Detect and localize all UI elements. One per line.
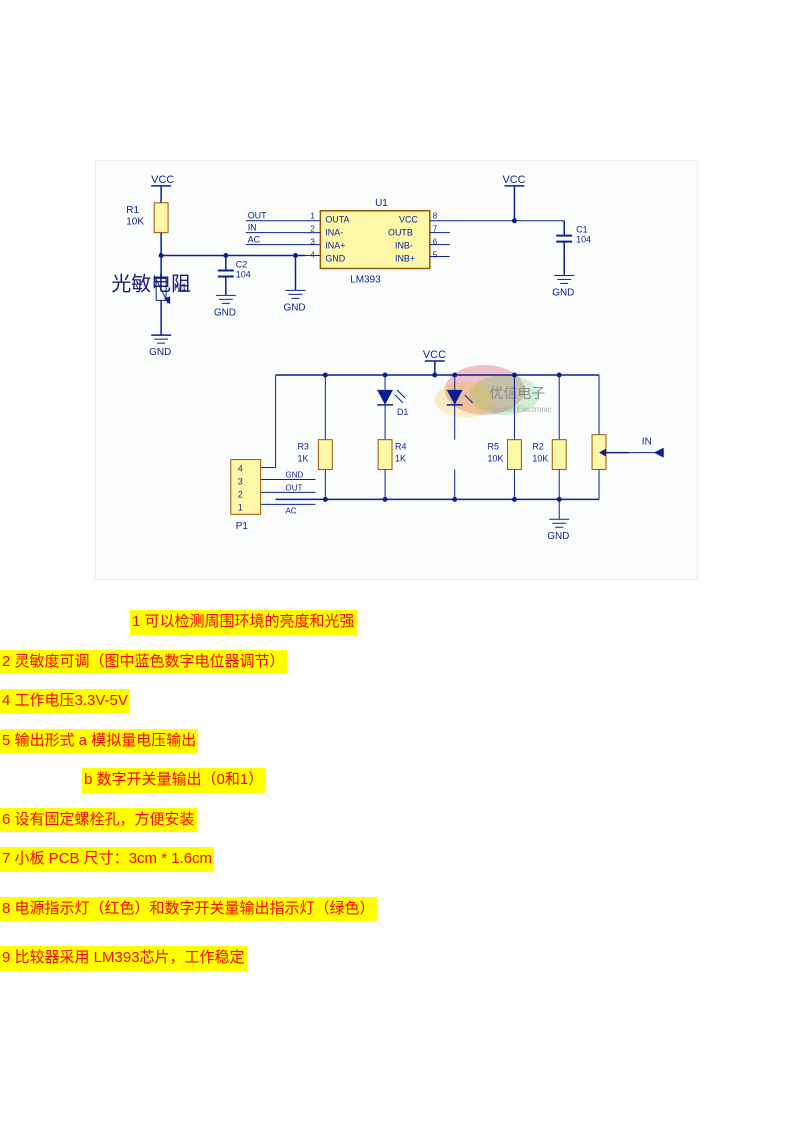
in-label: IN	[248, 223, 257, 233]
list-item-9: 9 比较器采用 LM393芯片，工作稳定	[0, 946, 247, 971]
c2-label: C2	[236, 259, 247, 269]
ic-inbm: INB-	[395, 241, 413, 251]
c2-value: 104	[236, 269, 251, 279]
svg-text:R3: R3	[297, 442, 308, 452]
svg-text:R2: R2	[532, 442, 543, 452]
r1-value: 10K	[126, 217, 144, 228]
ic-outa: OUTA	[325, 215, 349, 225]
list-item-1: 1 可以检测周围环境的亮度和光强	[130, 610, 357, 635]
svg-text:R5: R5	[488, 442, 499, 452]
schematic-svg: VCC R1 10K N1 GND 光敏电阻	[96, 161, 697, 579]
svg-text:6: 6	[433, 238, 438, 247]
svg-text:1K: 1K	[395, 454, 406, 464]
ic-gnd: GND	[325, 254, 345, 264]
gnd-c1: GND	[552, 287, 574, 298]
u1-label: U1	[375, 198, 388, 209]
svg-text:1K: 1K	[297, 454, 308, 464]
r1-label: R1	[126, 205, 139, 216]
in-arrow: IN	[642, 437, 652, 448]
list-item-2: 2 灵敏度可调（图中蓝色数字电位器调节）	[0, 650, 287, 675]
svg-text:1: 1	[238, 502, 243, 512]
svg-text:GND: GND	[286, 470, 304, 479]
list-item-6: 6 设有固定螺栓孔，方便安装	[0, 808, 197, 833]
svg-text:3: 3	[238, 476, 243, 486]
svg-text:OUT: OUT	[286, 483, 303, 492]
svg-text:10K: 10K	[532, 454, 548, 464]
svg-text:5: 5	[433, 251, 438, 260]
svg-text:4: 4	[310, 251, 315, 260]
list-item-8: 8 电源指示灯（红色）和数字开关量输出指示灯（绿色）	[0, 897, 377, 922]
ic-inam: INA-	[325, 228, 343, 238]
svg-text:4: 4	[238, 464, 243, 474]
svg-text:AC: AC	[286, 506, 297, 515]
svg-text:3: 3	[310, 238, 315, 247]
u1-name: LM393	[350, 274, 381, 285]
watermark1: 优信电子	[490, 385, 546, 401]
list-item-5b: b 数字开关量输出（0和1）	[82, 768, 265, 793]
ic-vcc: VCC	[399, 215, 418, 225]
d1-label: D1	[397, 407, 408, 417]
gnd2-label: GND	[214, 307, 236, 318]
c1-value: 104	[576, 235, 591, 245]
list-item-5: 5 输出形式 a 模拟量电压输出	[0, 729, 198, 754]
out-label: OUT	[248, 211, 267, 221]
ic-outb: OUTB	[388, 228, 413, 238]
gnd-u1: GND	[284, 302, 306, 313]
vcc2-label: VCC	[502, 174, 525, 186]
gnd5-label: GND	[547, 531, 569, 542]
list-item-7: 7 小板 PCB 尺寸：3cm * 1.6cm	[0, 847, 214, 872]
watermark2: YouXin Electronic	[490, 405, 552, 414]
c1-label: C1	[576, 225, 587, 235]
ic-inbp: INB+	[395, 254, 415, 264]
gnd-label: GND	[149, 347, 171, 358]
svg-text:8: 8	[433, 212, 438, 221]
feature-list: 1 可以检测周围环境的亮度和光强	[130, 610, 663, 650]
svg-text:2: 2	[238, 489, 243, 499]
ac-label: AC	[248, 235, 261, 245]
list-item-4: 4 工作电压3.3V-5V	[0, 689, 130, 714]
photoresistor-title: 光敏电阻	[111, 272, 191, 295]
circuit-schematic: VCC R1 10K N1 GND 光敏电阻	[95, 160, 698, 580]
svg-text:R4: R4	[395, 442, 406, 452]
p1-label: P1	[236, 521, 249, 532]
vcc3-label: VCC	[423, 349, 446, 361]
ic-inap: INA+	[325, 241, 345, 251]
vcc-label: VCC	[151, 174, 174, 186]
svg-text:1: 1	[310, 212, 315, 221]
svg-text:10K: 10K	[488, 454, 504, 464]
